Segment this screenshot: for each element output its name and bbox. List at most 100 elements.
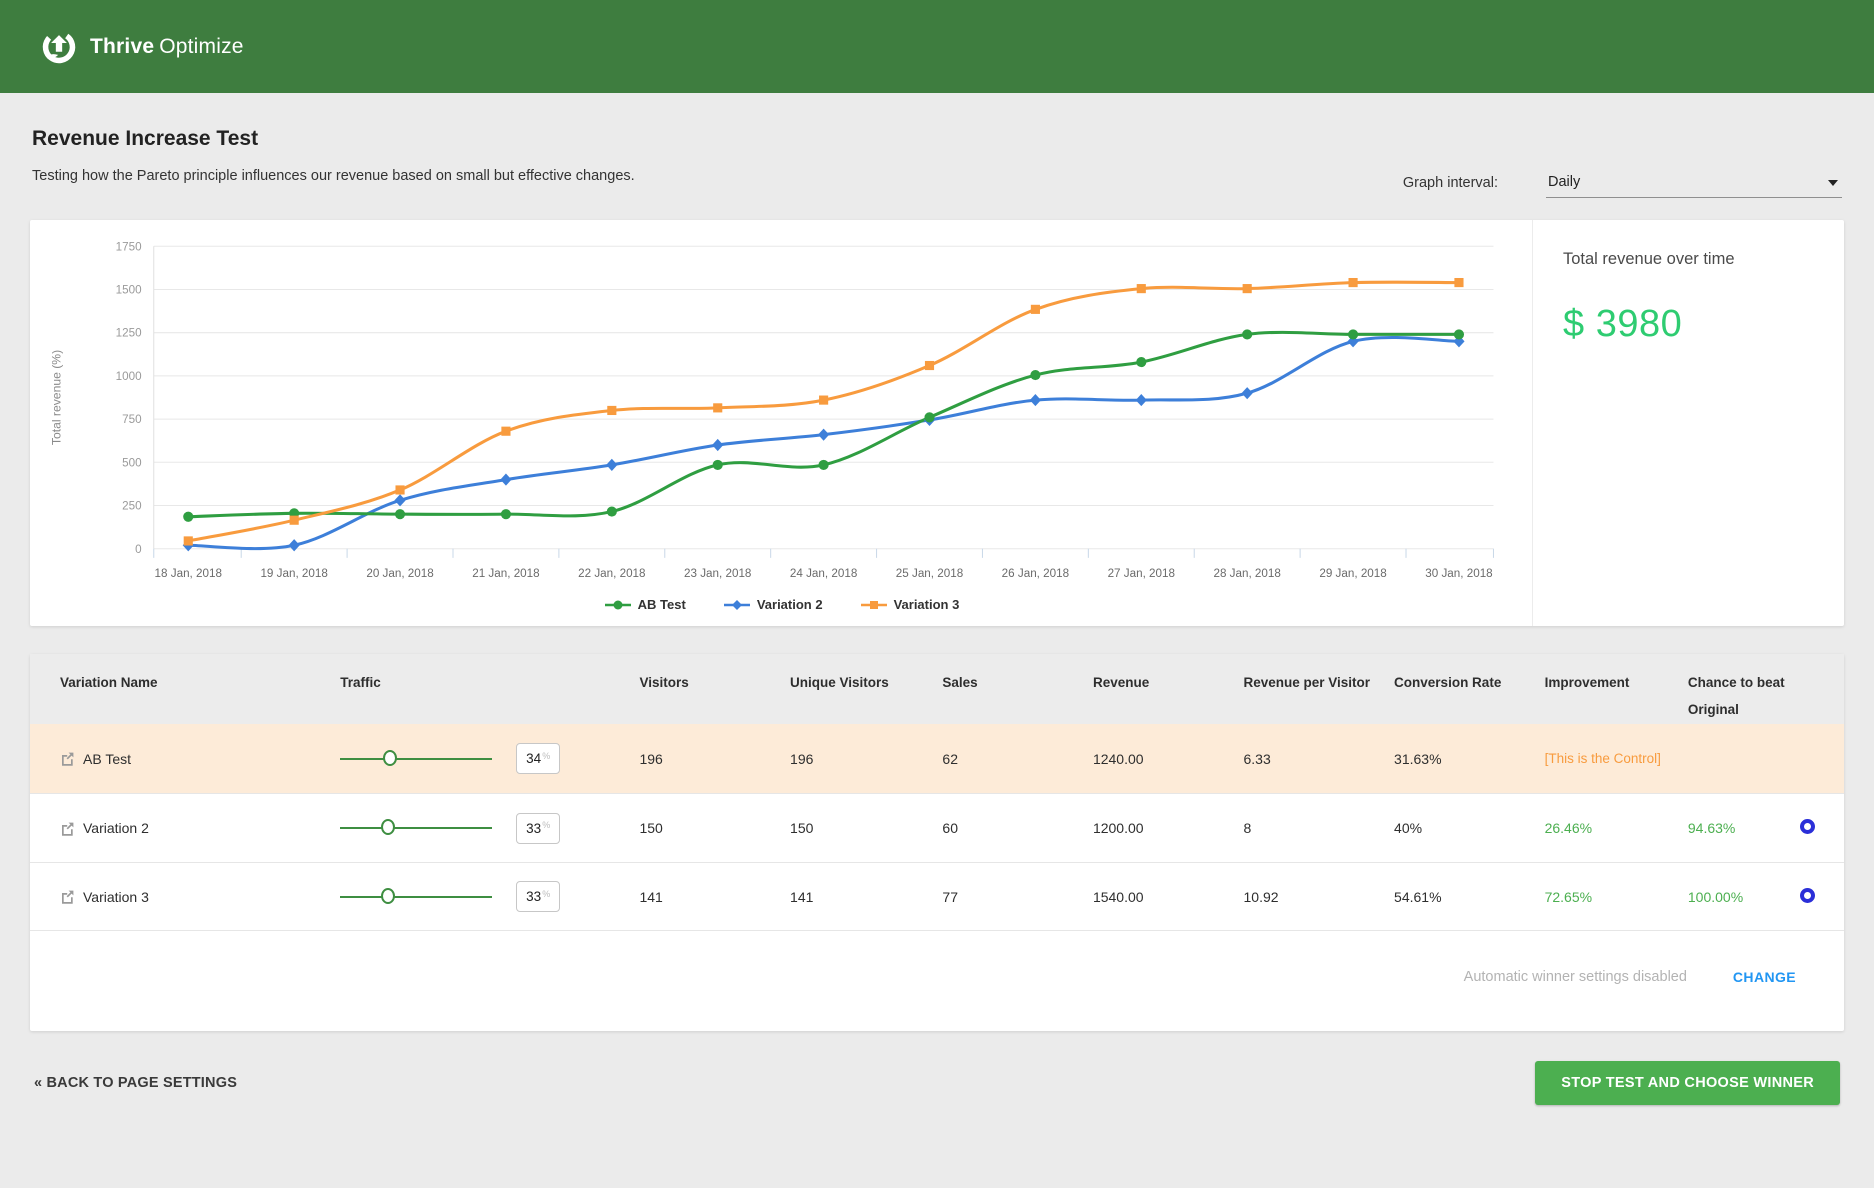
- svg-text:250: 250: [122, 500, 142, 513]
- svg-text:21 Jan, 2018: 21 Jan, 2018: [472, 567, 539, 580]
- stop-test-button[interactable]: STOP TEST AND CHOOSE WINNER: [1535, 1061, 1840, 1105]
- svg-text:750: 750: [122, 413, 142, 426]
- svg-text:20 Jan, 2018: 20 Jan, 2018: [366, 567, 433, 580]
- revenue-per-visitor-cell: 10.92: [1244, 889, 1395, 905]
- legend-marker-icon: [724, 599, 750, 611]
- revenue-chart: 0250500750100012501500175018 Jan, 201819…: [36, 228, 1528, 595]
- external-link-icon[interactable]: [60, 821, 75, 836]
- sales-cell: 60: [942, 820, 1093, 836]
- auto-winner-status: Automatic winner settings disabled: [1464, 969, 1687, 985]
- brand-light: Optimize: [159, 35, 243, 58]
- table-row: AB Test 34 % 196 196 62 1240.00 6.33 31.…: [30, 724, 1844, 793]
- page-title: Revenue Increase Test: [32, 127, 635, 151]
- visitors-cell: 196: [639, 751, 790, 767]
- traffic-slider[interactable]: [340, 749, 492, 769]
- col-revenue: Revenue: [1093, 669, 1244, 696]
- back-to-page-settings-link[interactable]: « BACK TO PAGE SETTINGS: [34, 1075, 237, 1091]
- conversion-rate-cell: 31.63%: [1394, 751, 1545, 767]
- winner-cell: [1800, 888, 1844, 906]
- traffic-value: 33: [526, 821, 541, 836]
- traffic-cell: 34 %: [340, 743, 639, 774]
- svg-text:24 Jan, 2018: 24 Jan, 2018: [790, 567, 857, 580]
- variation-name-cell: Variation 3: [30, 889, 340, 905]
- col-revenue-per-visitor: Revenue per Visitor: [1244, 669, 1395, 696]
- revenue-cell: 1200.00: [1093, 820, 1244, 836]
- brand-text: ThriveOptimize: [90, 35, 244, 59]
- choose-winner-icon[interactable]: [1800, 888, 1815, 903]
- chance-to-beat-cell: 100.00%: [1688, 889, 1800, 905]
- legend-item[interactable]: Variation 3: [861, 597, 960, 612]
- conversion-rate-cell: 40%: [1394, 820, 1545, 836]
- visitors-cell: 141: [639, 889, 790, 905]
- legend-label: Variation 3: [894, 597, 960, 612]
- svg-text:1250: 1250: [116, 327, 142, 340]
- col-visitors: Visitors: [639, 669, 790, 696]
- page-head-left: Revenue Increase Test Testing how the Pa…: [32, 127, 635, 184]
- slider-thumb[interactable]: [381, 819, 395, 835]
- col-traffic: Traffic: [340, 669, 639, 696]
- svg-text:23 Jan, 2018: 23 Jan, 2018: [684, 567, 751, 580]
- svg-text:1000: 1000: [116, 370, 142, 383]
- choose-winner-icon[interactable]: [1800, 819, 1815, 834]
- improvement-cell: [This is the Control]: [1545, 751, 1688, 766]
- conversion-rate-cell: 54.61%: [1394, 889, 1545, 905]
- traffic-cell: 33 %: [340, 881, 639, 912]
- page-subtitle: Testing how the Pareto principle influen…: [32, 168, 635, 184]
- change-link[interactable]: CHANGE: [1733, 969, 1796, 985]
- unique-visitors-cell: 150: [790, 820, 942, 836]
- thrive-optimize-logo[interactable]: ThriveOptimize: [40, 28, 244, 66]
- external-link-icon[interactable]: [60, 889, 75, 904]
- traffic-percent-input[interactable]: 33 %: [516, 881, 560, 912]
- svg-text:19 Jan, 2018: 19 Jan, 2018: [260, 567, 327, 580]
- external-link-icon[interactable]: [60, 751, 75, 766]
- slider-thumb[interactable]: [381, 888, 395, 904]
- traffic-value: 33: [526, 889, 541, 904]
- col-improvement: Improvement: [1545, 669, 1688, 696]
- svg-text:18 Jan, 2018: 18 Jan, 2018: [155, 567, 222, 580]
- svg-text:29 Jan, 2018: 29 Jan, 2018: [1319, 567, 1386, 580]
- slider-thumb[interactable]: [383, 750, 397, 766]
- graph-interval-value: Daily: [1548, 174, 1580, 190]
- traffic-slider[interactable]: [340, 818, 492, 838]
- chart-area: 0250500750100012501500175018 Jan, 201819…: [30, 220, 1532, 626]
- traffic-cell: 33 %: [340, 813, 639, 844]
- variation-name: Variation 3: [83, 889, 149, 905]
- chevron-down-icon: [1828, 180, 1838, 186]
- legend-item[interactable]: Variation 2: [724, 597, 823, 612]
- svg-text:0: 0: [135, 543, 142, 556]
- svg-text:27 Jan, 2018: 27 Jan, 2018: [1108, 567, 1175, 580]
- thrive-logo-icon: [40, 28, 78, 66]
- percent-sign: %: [542, 820, 550, 830]
- percent-sign: %: [542, 751, 550, 761]
- traffic-percent-input[interactable]: 34 %: [516, 743, 560, 774]
- traffic-percent-input[interactable]: 33 %: [516, 813, 560, 844]
- unique-visitors-cell: 196: [790, 751, 942, 767]
- legend-marker-icon: [861, 599, 887, 611]
- page-head: Revenue Increase Test Testing how the Pa…: [30, 123, 1844, 184]
- svg-text:26 Jan, 2018: 26 Jan, 2018: [1002, 567, 1069, 580]
- legend-marker-icon: [605, 599, 631, 611]
- main-content: Revenue Increase Test Testing how the Pa…: [0, 93, 1874, 1105]
- sales-cell: 62: [942, 751, 1093, 767]
- traffic-slider[interactable]: [340, 887, 492, 907]
- table-row: Variation 3 33 % 141 141 77 1540.00 10.9…: [30, 862, 1844, 931]
- brand-bold: Thrive: [90, 35, 154, 58]
- visitors-cell: 150: [639, 820, 790, 836]
- graph-interval-label: Graph interval:: [1403, 175, 1498, 191]
- table-body: AB Test 34 % 196 196 62 1240.00 6.33 31.…: [30, 724, 1844, 931]
- percent-sign: %: [542, 889, 550, 899]
- sales-cell: 77: [942, 889, 1093, 905]
- svg-text:25 Jan, 2018: 25 Jan, 2018: [896, 567, 963, 580]
- col-variation-name: Variation Name: [30, 669, 340, 696]
- variations-table-card: Variation Name Traffic Visitors Unique V…: [30, 654, 1844, 1031]
- col-unique-visitors: Unique Visitors: [790, 669, 942, 696]
- variation-name: Variation 2: [83, 820, 149, 836]
- chart-legend: AB Test Variation 2 Variation 3: [36, 597, 1528, 612]
- svg-text:Total revenue (%): Total revenue (%): [49, 350, 63, 445]
- variation-name-cell: Variation 2: [30, 820, 340, 836]
- revenue-cell: 1540.00: [1093, 889, 1244, 905]
- legend-item[interactable]: AB Test: [605, 597, 686, 612]
- graph-interval-select[interactable]: Daily: [1546, 168, 1842, 198]
- slider-track: [340, 896, 492, 898]
- svg-text:22 Jan, 2018: 22 Jan, 2018: [578, 567, 645, 580]
